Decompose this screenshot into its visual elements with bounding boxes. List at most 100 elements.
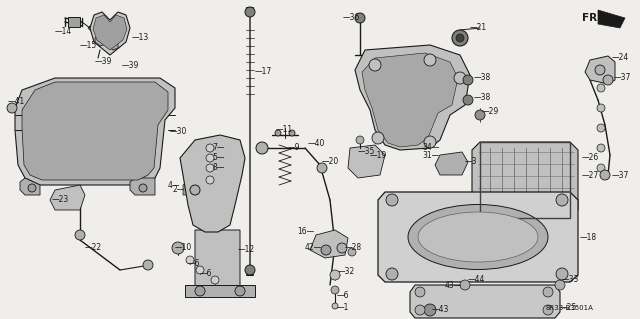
Polygon shape	[472, 142, 578, 218]
Circle shape	[317, 163, 327, 173]
Text: —10: —10	[175, 243, 192, 253]
Polygon shape	[310, 230, 348, 258]
Circle shape	[289, 130, 295, 136]
Text: —6: —6	[188, 259, 200, 269]
Text: 4—: 4—	[168, 181, 180, 189]
Text: —18: —18	[580, 234, 597, 242]
Text: —9: —9	[288, 144, 301, 152]
Ellipse shape	[408, 204, 548, 270]
Text: —6: —6	[200, 270, 212, 278]
Circle shape	[454, 72, 466, 84]
Circle shape	[543, 287, 553, 297]
Circle shape	[415, 287, 425, 297]
Text: —43: —43	[432, 306, 449, 315]
Circle shape	[386, 194, 398, 206]
Text: 7—: 7—	[212, 144, 225, 152]
Circle shape	[456, 34, 464, 42]
Text: —17: —17	[255, 68, 272, 77]
Circle shape	[600, 170, 610, 180]
Text: 2—: 2—	[173, 186, 185, 195]
Circle shape	[28, 184, 36, 192]
Text: —39: —39	[95, 57, 113, 66]
Circle shape	[190, 185, 200, 195]
Circle shape	[475, 110, 485, 120]
Ellipse shape	[418, 212, 538, 262]
Text: —26: —26	[582, 153, 599, 162]
Circle shape	[195, 286, 205, 296]
Circle shape	[139, 184, 147, 192]
Text: 31—: 31—	[423, 151, 440, 160]
Polygon shape	[410, 285, 560, 318]
Circle shape	[206, 144, 214, 152]
Text: 16—: 16—	[297, 227, 314, 236]
Circle shape	[597, 164, 605, 172]
Circle shape	[597, 124, 605, 132]
Text: —40: —40	[308, 138, 325, 147]
Text: 43—: 43—	[445, 280, 462, 290]
Text: 34—: 34—	[422, 144, 440, 152]
Circle shape	[143, 260, 153, 270]
Text: —24: —24	[612, 54, 629, 63]
Circle shape	[75, 230, 85, 240]
Circle shape	[256, 142, 268, 154]
Circle shape	[275, 130, 281, 136]
Bar	[480, 142, 570, 218]
Text: —29: —29	[482, 108, 499, 116]
Text: —37: —37	[614, 73, 632, 83]
Polygon shape	[108, 38, 118, 50]
Polygon shape	[180, 135, 245, 232]
Polygon shape	[435, 152, 468, 175]
Circle shape	[235, 286, 245, 296]
Circle shape	[337, 243, 347, 253]
Text: —37: —37	[612, 170, 629, 180]
Circle shape	[369, 59, 381, 71]
Circle shape	[211, 276, 219, 284]
Text: —14: —14	[55, 27, 72, 36]
Text: —25: —25	[560, 303, 577, 313]
Circle shape	[424, 304, 436, 316]
Circle shape	[555, 280, 565, 290]
Circle shape	[206, 176, 214, 184]
Circle shape	[321, 245, 331, 255]
Text: —36: —36	[343, 13, 360, 23]
Circle shape	[172, 242, 184, 254]
Circle shape	[348, 248, 356, 256]
Text: —15: —15	[80, 41, 97, 50]
Circle shape	[330, 270, 340, 280]
Circle shape	[386, 268, 398, 280]
Text: —41: —41	[8, 98, 25, 107]
Text: —44: —44	[468, 276, 485, 285]
Text: —21: —21	[470, 24, 487, 33]
Polygon shape	[95, 34, 106, 46]
Bar	[185, 285, 255, 297]
Polygon shape	[598, 10, 625, 28]
Text: —6: —6	[337, 291, 349, 300]
Circle shape	[556, 194, 568, 206]
Circle shape	[196, 266, 204, 274]
Circle shape	[597, 84, 605, 92]
Text: —38: —38	[474, 93, 492, 102]
Circle shape	[245, 265, 255, 275]
Polygon shape	[362, 53, 458, 147]
Circle shape	[603, 75, 613, 85]
Text: —23: —23	[52, 196, 69, 204]
Polygon shape	[183, 180, 195, 195]
Circle shape	[556, 268, 568, 280]
Circle shape	[543, 305, 553, 315]
Bar	[68, 17, 80, 27]
Polygon shape	[93, 15, 127, 50]
Circle shape	[332, 303, 338, 309]
Polygon shape	[378, 192, 578, 282]
Circle shape	[463, 95, 473, 105]
Text: 42—: 42—	[305, 243, 322, 253]
Circle shape	[331, 286, 339, 294]
Circle shape	[595, 65, 605, 75]
Circle shape	[245, 7, 255, 17]
Polygon shape	[585, 56, 615, 84]
Circle shape	[452, 30, 468, 46]
Polygon shape	[130, 178, 155, 195]
Text: —20: —20	[322, 158, 339, 167]
Circle shape	[356, 136, 364, 144]
Text: 8R33-B3501A: 8R33-B3501A	[545, 305, 593, 311]
Text: FR.: FR.	[582, 13, 602, 23]
